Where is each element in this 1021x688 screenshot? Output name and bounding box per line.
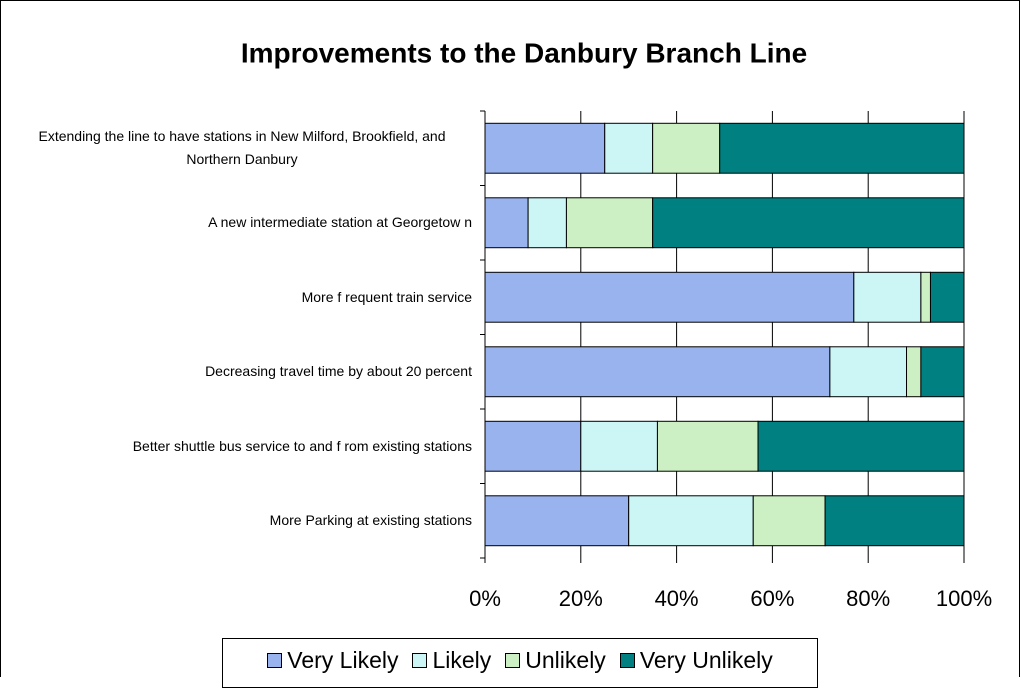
chart-title: Improvements to the Danbury Branch Line bbox=[241, 37, 807, 68]
bar-segment bbox=[906, 346, 922, 398]
legend-label: Unlikely bbox=[525, 646, 606, 673]
bar-segment bbox=[752, 495, 826, 547]
x-tick-label: 40% bbox=[655, 586, 699, 611]
legend: Very Likely Likely Unlikely Very Unlikely bbox=[222, 638, 818, 688]
category-label-box: Extending the line to have stations in N… bbox=[12, 118, 472, 178]
bar-segment bbox=[527, 197, 567, 249]
legend-label: Very Likely bbox=[287, 646, 399, 673]
bar-segment bbox=[565, 197, 654, 249]
bar-segment bbox=[920, 346, 965, 398]
category-label: More Parking at existing stations bbox=[269, 512, 472, 529]
category-label-box: More Parking at existing stations bbox=[12, 491, 472, 551]
category-label-box: More f requent train service bbox=[12, 267, 472, 327]
bar-segment bbox=[484, 495, 630, 547]
bar-segment bbox=[652, 197, 965, 249]
bar-segment bbox=[656, 420, 759, 472]
legend-swatch bbox=[412, 652, 428, 668]
legend-label: Likely bbox=[432, 646, 492, 673]
category-label-box: Better shuttle bus service to and f rom … bbox=[12, 416, 472, 476]
bar-segment bbox=[824, 495, 965, 547]
bar-segment bbox=[853, 271, 922, 323]
legend-item: Very Likely bbox=[267, 646, 398, 674]
bar-segment bbox=[757, 420, 965, 472]
bar-segment bbox=[829, 346, 908, 398]
category-label-box: A new intermediate station at Georgetow … bbox=[12, 193, 472, 253]
bar-segment bbox=[484, 197, 529, 249]
category-label-box: Decreasing travel time by about 20 perce… bbox=[12, 342, 472, 402]
bar-segment bbox=[920, 271, 931, 323]
bar-segment bbox=[929, 271, 965, 323]
bar-segment bbox=[719, 122, 965, 174]
x-tick-label: 0% bbox=[469, 586, 501, 611]
legend-label: Very Unlikely bbox=[639, 646, 773, 673]
category-label: More f requent train service bbox=[301, 288, 472, 305]
bar-segment bbox=[484, 346, 831, 398]
bar-segment bbox=[484, 420, 582, 472]
bar-segment bbox=[484, 271, 855, 323]
legend-item: Very Unlikely bbox=[619, 646, 773, 674]
legend-item: Likely bbox=[412, 646, 491, 674]
x-tick-label: 20% bbox=[559, 586, 603, 611]
category-label: Better shuttle bus service to and f rom … bbox=[132, 437, 472, 454]
legend-swatch bbox=[267, 652, 283, 668]
legend-item: Unlikely bbox=[505, 646, 606, 674]
bar-segment bbox=[628, 495, 754, 547]
legend-swatch bbox=[505, 652, 521, 668]
category-label: Decreasing travel time by about 20 perce… bbox=[205, 363, 472, 380]
x-tick-label: 80% bbox=[846, 586, 890, 611]
category-label: A new intermediate station at Georgetow … bbox=[208, 214, 472, 231]
category-label: Extending the line to have stations in N… bbox=[38, 128, 446, 168]
x-tick-label: 60% bbox=[750, 586, 794, 611]
bar-segment bbox=[484, 122, 606, 174]
bar-segment bbox=[652, 122, 721, 174]
legend-swatch bbox=[619, 652, 635, 668]
bar-segment bbox=[580, 420, 658, 472]
x-tick-label: 100% bbox=[936, 586, 992, 611]
bar-segment bbox=[604, 122, 654, 174]
